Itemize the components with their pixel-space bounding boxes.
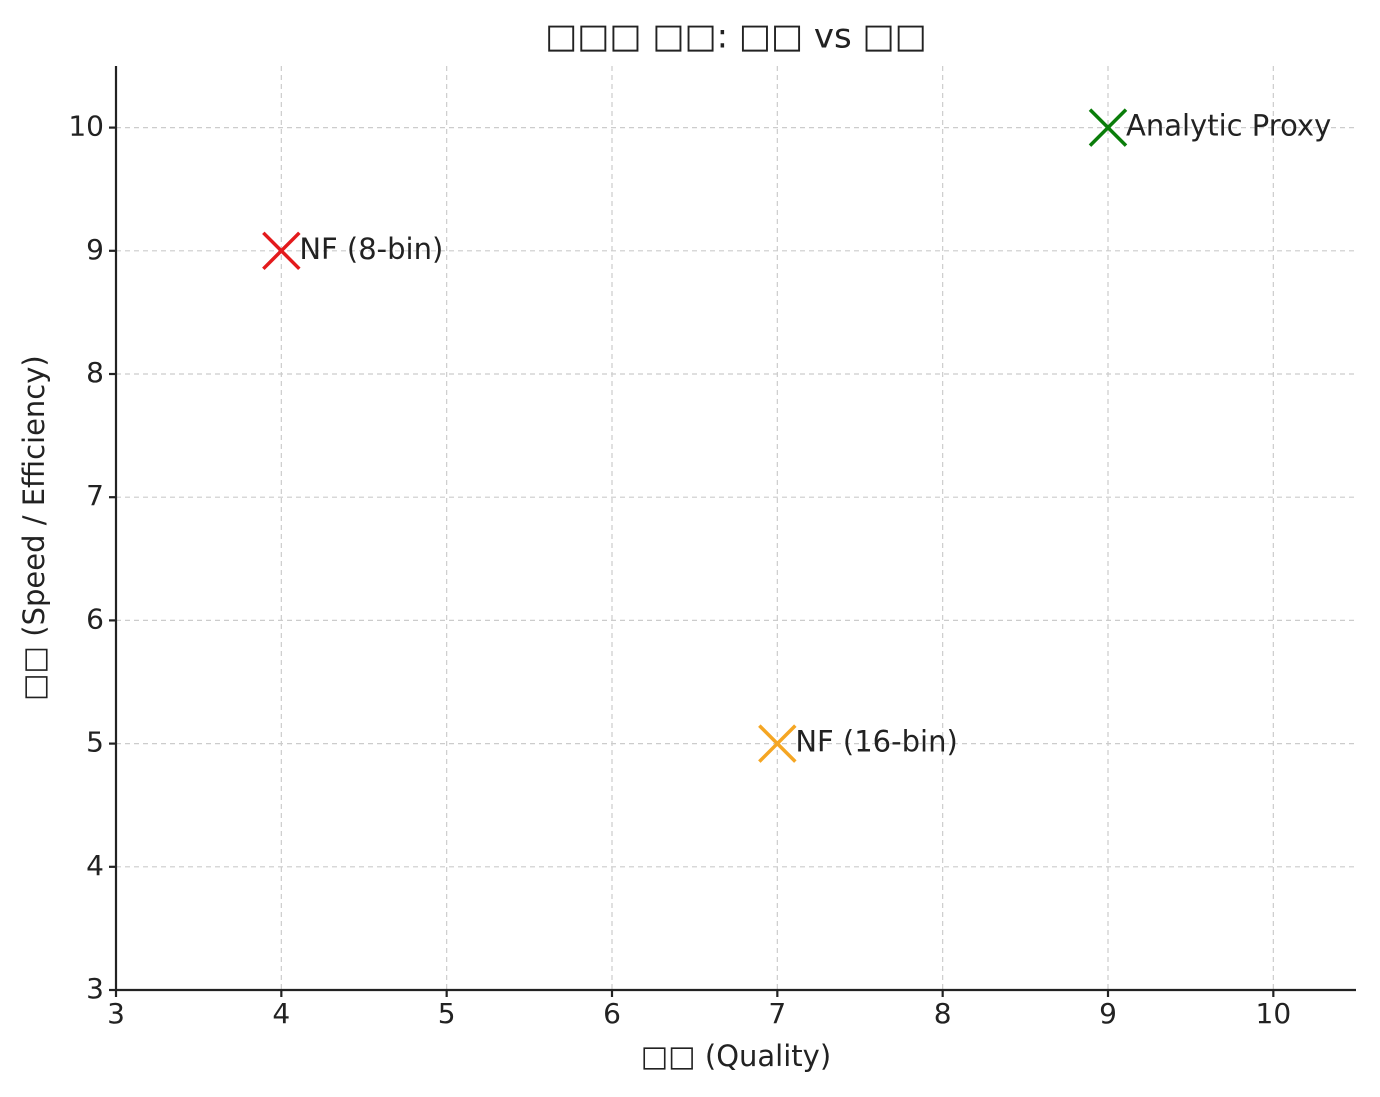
x-axis-label: □□ (Quality) — [641, 1039, 831, 1073]
y-tick-label: 4 — [86, 849, 104, 882]
point-label: Analytic Proxy — [1126, 109, 1331, 143]
y-tick-label: 9 — [86, 233, 104, 266]
y-tick-label: 10 — [68, 110, 104, 143]
x-tick-label: 8 — [934, 997, 952, 1030]
y-tick-label: 6 — [86, 602, 104, 635]
x-tick-label: 4 — [272, 997, 290, 1030]
x-tick-label: 3 — [107, 997, 125, 1030]
point-label: NF (8-bin) — [299, 232, 443, 266]
marker — [262, 231, 301, 271]
point-label: NF (16-bin) — [795, 725, 957, 759]
x-tick-label: 6 — [603, 997, 621, 1030]
chart-title: □□□ □□: □□ vs □□ — [545, 17, 927, 57]
y-tick-label: 7 — [86, 479, 104, 512]
y-tick-label: 3 — [86, 972, 104, 1005]
y-axis-label: □□ (Speed / Efficiency) — [17, 355, 51, 700]
y-tick-label: 8 — [86, 356, 104, 389]
marker — [758, 724, 797, 763]
x-tick-label: 10 — [1256, 997, 1292, 1030]
y-tick-label: 5 — [86, 726, 104, 759]
x-tick-label: 7 — [768, 997, 786, 1030]
x-tick-label: 5 — [438, 997, 456, 1030]
x-tick-label: 9 — [1099, 997, 1117, 1030]
marker — [1088, 108, 1128, 147]
